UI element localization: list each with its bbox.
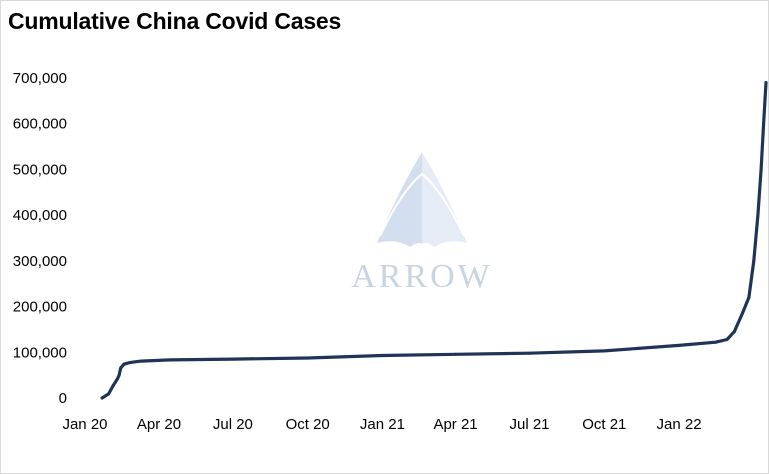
x-tick-label: Apr 21 xyxy=(433,416,477,433)
x-tick-label: Oct 20 xyxy=(286,416,330,433)
data-point xyxy=(732,330,736,334)
x-axis: Jan 20 Apr 20 Jul 20 Oct 20 Jan 21 Apr 21 Jul … xyxy=(62,416,701,433)
watermark-text: ARROW xyxy=(351,258,493,295)
y-tick-label: 200,000 xyxy=(13,299,67,316)
data-point xyxy=(764,81,768,85)
data-point xyxy=(380,354,384,357)
x-tick-label: Jul 20 xyxy=(213,416,253,433)
y-tick-label: 400,000 xyxy=(13,207,67,224)
y-tick-label: 0 xyxy=(59,390,67,407)
data-point xyxy=(139,359,143,363)
x-tick-label: Jul 21 xyxy=(510,416,550,433)
data-point xyxy=(725,338,729,341)
series-group xyxy=(100,81,768,400)
data-point xyxy=(168,358,172,362)
data-point xyxy=(714,340,718,344)
y-tick-label: 300,000 xyxy=(13,253,67,270)
x-tick-label: Jan 21 xyxy=(360,416,405,433)
x-tick-label: Jan 20 xyxy=(62,416,107,433)
data-point xyxy=(107,392,111,396)
data-point xyxy=(100,396,104,400)
data-point xyxy=(122,362,126,366)
y-tick-label: 100,000 xyxy=(13,344,67,361)
chart-title: Cumulative China Covid Cases xyxy=(8,8,342,34)
data-point xyxy=(752,259,756,263)
data-point xyxy=(759,167,763,171)
data-point xyxy=(111,383,115,387)
data-point xyxy=(602,349,606,353)
arrow-watermark: ARROW xyxy=(351,152,493,295)
data-point xyxy=(762,122,766,126)
y-tick-label: 500,000 xyxy=(13,161,67,178)
data-point xyxy=(528,351,531,355)
x-tick-label: Jan 22 xyxy=(657,416,702,433)
data-point xyxy=(677,343,681,347)
y-axis: 0 100,000 200,000 300,000 400,000 500,000 600,… xyxy=(13,70,67,407)
data-point xyxy=(119,366,123,370)
y-tick-label: 700,000 xyxy=(13,70,67,87)
watermark-sail-line xyxy=(379,172,465,237)
data-point xyxy=(306,356,310,360)
data-point xyxy=(747,295,751,299)
x-tick-label: Oct 21 xyxy=(582,416,626,433)
x-tick-label: Apr 20 xyxy=(137,416,181,433)
data-point xyxy=(231,357,235,361)
y-tick-label: 600,000 xyxy=(13,116,67,133)
data-point xyxy=(740,311,744,315)
data-point xyxy=(117,373,121,377)
data-point xyxy=(756,213,760,217)
data-point xyxy=(454,352,458,356)
data-point xyxy=(116,377,119,381)
data-point xyxy=(128,361,132,365)
